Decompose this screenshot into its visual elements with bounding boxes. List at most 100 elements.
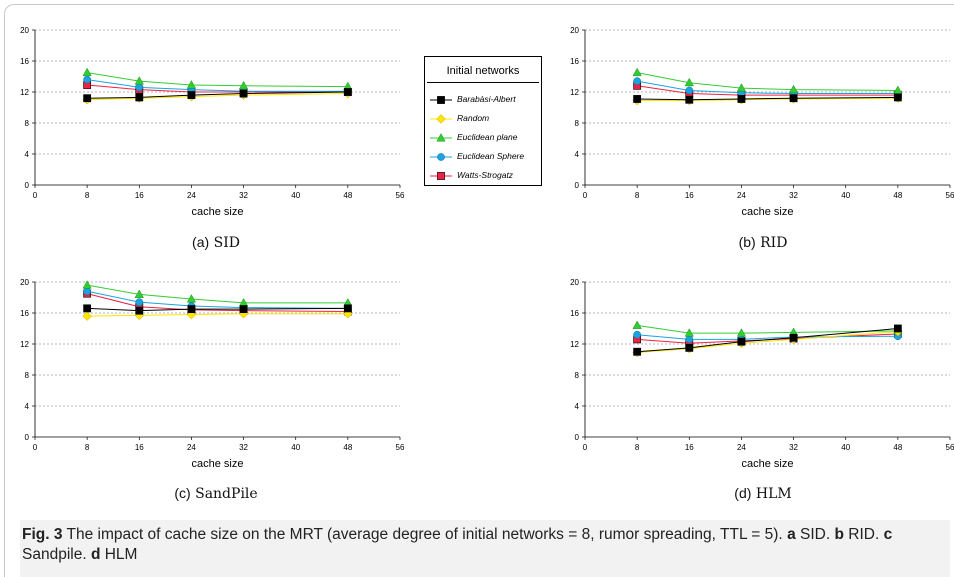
series-barabasi-albert [83, 88, 352, 103]
y-tick-label: 8 [25, 371, 30, 380]
x-tick-label: 48 [893, 191, 902, 200]
series-euclidean-plane [82, 280, 353, 307]
legend-divider [427, 82, 539, 83]
subcaption-c-title: SandPile [195, 486, 258, 502]
data-point-barabasi-albert [789, 94, 798, 103]
data-point-euclidean-plane [632, 67, 642, 77]
legend-point [436, 114, 446, 124]
x-tick-label: 8 [635, 443, 640, 452]
legend-item-euclidean-plane: Euclidean plane [429, 131, 539, 145]
series-line-random [87, 313, 348, 317]
subcaption-b-title: RID [760, 235, 788, 251]
x-tick-label: 32 [239, 191, 248, 200]
x-tick-label: 40 [291, 191, 300, 200]
caption-part-d-text: HLM [104, 546, 138, 563]
legend-marker-random [430, 114, 452, 124]
data-point-euclidean-plane [632, 320, 642, 329]
data-point-euclidean-plane [134, 289, 144, 298]
legend-marker-euclidean-sphere [430, 153, 452, 161]
x-tick-label: 56 [396, 191, 405, 200]
y-tick-label: 16 [570, 309, 579, 318]
x-tick-label: 0 [583, 443, 588, 452]
x-tick-label: 32 [239, 443, 248, 452]
figure-frame [4, 4, 954, 577]
y-tick-label: 8 [575, 371, 580, 380]
x-tick-label: 48 [343, 443, 352, 452]
subcaption-c-label: (c) [174, 485, 191, 501]
x-tick-label: 16 [135, 191, 144, 200]
caption-label: Fig. 3 [22, 526, 63, 543]
data-point-barabasi-albert [187, 305, 196, 314]
x-tick-label: 40 [841, 191, 850, 200]
series-barabasi-albert [83, 304, 352, 315]
data-point-euclidean-plane [186, 294, 197, 303]
y-tick-label: 20 [570, 278, 579, 287]
series-euclidean-plane [632, 67, 903, 94]
series-euclidean-sphere [633, 77, 902, 98]
data-point-barabasi-albert [343, 304, 352, 313]
x-tick-label: 0 [33, 443, 38, 452]
x-axis-label: cache size [192, 206, 244, 218]
caption-part-b-label: b [834, 526, 844, 543]
data-point-barabasi-albert [685, 95, 694, 104]
legend-item-random: Random [429, 112, 539, 126]
data-point-euclidean-sphere [83, 75, 91, 84]
y-tick-label: 12 [570, 88, 579, 97]
legend-label: Random [457, 113, 490, 123]
data-point-barabasi-albert [135, 93, 144, 102]
data-point-euclidean-plane [186, 80, 197, 89]
caption-part-a-label: a [787, 526, 796, 543]
x-tick-label: 48 [893, 443, 902, 452]
series-line-barabasi-albert [637, 328, 898, 353]
data-point-barabasi-albert [737, 337, 746, 346]
subcaption-a-label: (a) [192, 234, 210, 250]
legend-marker-euclidean-plane [430, 133, 452, 142]
x-tick-label: 24 [187, 191, 196, 200]
legend-point [436, 133, 446, 142]
x-axis-label: cache size [742, 206, 794, 218]
series-watts-strogatz [83, 81, 352, 96]
legend-title: Initial networks [446, 65, 520, 77]
y-tick-label: 12 [20, 340, 29, 349]
data-point-euclidean-plane [134, 76, 144, 85]
legend-item-barabasi-albert: Barabàsi-Albert [429, 93, 539, 107]
data-point-barabasi-albert [685, 343, 694, 352]
subcaption-a: (a) SID [192, 234, 240, 251]
y-tick-label: 20 [570, 26, 579, 35]
legend-marker-barabasi-albert [430, 96, 452, 104]
series-line-euclidean-plane [87, 284, 348, 304]
data-point-barabasi-albert [737, 95, 746, 103]
y-tick-label: 0 [575, 433, 580, 442]
x-tick-label: 56 [946, 191, 954, 200]
legend-marker-watts-strogatz [430, 172, 452, 180]
legend-item-watts-strogatz: Watts-Strogatz [429, 169, 539, 183]
series-line-euclidean-sphere [87, 290, 348, 309]
series-euclidean-plane [82, 67, 353, 91]
x-tick-label: 32 [789, 443, 798, 452]
x-tick-label: 16 [685, 191, 694, 200]
y-tick-label: 8 [575, 119, 580, 128]
x-tick-label: 40 [841, 443, 850, 452]
data-point-barabasi-albert [633, 347, 642, 356]
legend-label: Watts-Strogatz [457, 170, 514, 180]
x-axis-label: cache size [192, 458, 244, 470]
series-line-euclidean-plane [87, 72, 348, 88]
legend-label: Barabàsi-Albert [457, 94, 516, 104]
caption-text: The impact of cache size on the MRT (ave… [66, 526, 783, 543]
data-point-euclidean-plane [238, 80, 249, 90]
x-tick-label: 32 [789, 191, 798, 200]
data-point-euclidean-plane [736, 83, 747, 92]
subcaption-c: (c) SandPile [174, 485, 257, 502]
data-point-euclidean-sphere [685, 86, 694, 95]
y-tick-label: 12 [20, 88, 29, 97]
caption-background [20, 520, 950, 577]
figure-caption: Fig. 3 The impact of cache size on the M… [22, 525, 922, 565]
data-point-euclidean-plane [736, 328, 747, 337]
data-point-euclidean-sphere [633, 330, 641, 339]
x-axis-label: cache size [742, 458, 794, 470]
x-tick-label: 40 [291, 443, 300, 452]
x-tick-label: 0 [33, 191, 38, 200]
y-tick-label: 4 [25, 150, 30, 159]
data-point-euclidean-sphere [633, 77, 641, 86]
